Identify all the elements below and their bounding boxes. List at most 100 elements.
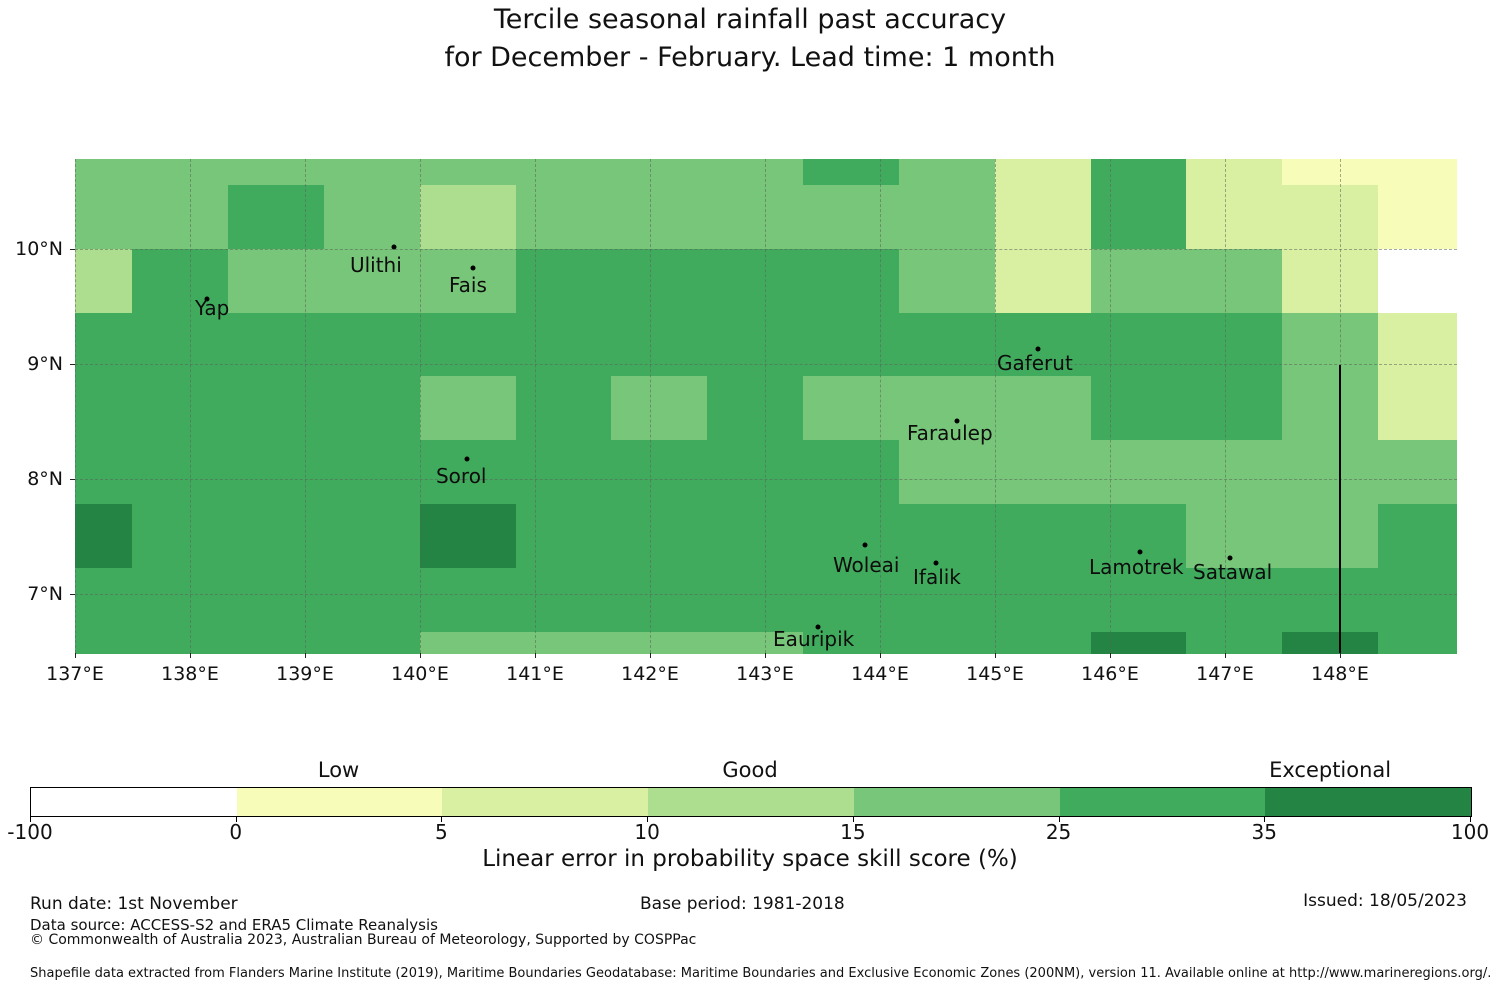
heatmap-cell [419, 248, 517, 314]
x-tick-label: 146°E [1081, 663, 1139, 686]
heatmap-cell [132, 184, 229, 250]
heatmap-cell [1282, 567, 1379, 633]
x-tickmark [765, 653, 766, 659]
island-label-yap: Yap [194, 296, 230, 321]
heatmap-cell [1186, 567, 1283, 633]
heatmap-cell [707, 376, 804, 441]
longitude-gridline [765, 159, 766, 654]
colorbar-tickmark [441, 816, 443, 822]
longitude-gridline [995, 159, 996, 654]
heatmap-cell [228, 440, 325, 505]
island-marker-ifalik [933, 560, 939, 566]
island-marker-eauripik [815, 624, 821, 630]
colorbar-tick-label: 100 [1450, 820, 1490, 844]
heatmap-cell [611, 312, 708, 377]
colorbar-tick-label: 0 [229, 820, 243, 844]
heatmap-cell [898, 567, 996, 633]
heatmap-cell [898, 631, 996, 654]
colorbar-tick-label: 25 [1045, 820, 1072, 844]
heatmap-cell [515, 440, 612, 505]
heatmap-cell [1186, 376, 1283, 441]
heatmap-cell [75, 567, 133, 633]
heatmap-cell [1378, 567, 1458, 633]
heatmap-cell [419, 631, 517, 654]
x-tickmark [650, 653, 651, 659]
colorbar-tickmark [647, 816, 649, 822]
x-tickmark [190, 653, 191, 659]
heatmap-cell [1378, 248, 1458, 314]
colorbar-category-label: Good [722, 758, 778, 782]
colorbar-category-label: Low [317, 758, 360, 782]
heatmap-cell [803, 503, 900, 569]
heatmap-cell [75, 631, 133, 654]
heatmap-cell [1186, 248, 1283, 314]
latitude-gridline [75, 248, 1457, 250]
heatmap-cell [898, 159, 996, 186]
island-marker-ulithi [391, 244, 397, 250]
heatmap-cell [898, 248, 996, 314]
colorbar-segment [1059, 788, 1266, 816]
heatmap-cell [228, 184, 325, 250]
y-tick-label: 8°N [27, 468, 63, 491]
heatmap-cell [75, 312, 133, 377]
heatmap-cell [707, 631, 804, 654]
heatmap-cell [994, 567, 1092, 633]
colorbar-tickmark [1264, 816, 1266, 822]
longitude-gridline [650, 159, 651, 654]
heatmap-cell [1186, 631, 1283, 654]
colorbar-segment [442, 788, 649, 816]
heatmap-cell [994, 159, 1092, 186]
x-tick-label: 138°E [161, 663, 219, 686]
x-tick-label: 144°E [851, 663, 909, 686]
heatmap-cell [323, 184, 421, 250]
heatmap-cell [1090, 184, 1187, 250]
colorbar-segment [1265, 788, 1472, 816]
heatmap-cell [994, 503, 1092, 569]
x-tick-label: 142°E [621, 663, 679, 686]
heatmap-cell [611, 159, 708, 186]
run-date-text: Run date: 1st November [30, 894, 238, 914]
heatmap-cell [803, 184, 900, 250]
chart-title-line1: Tercile seasonal rainfall past accuracy [493, 4, 1007, 35]
heatmap-cell [1282, 376, 1379, 441]
heatmap-cell [323, 312, 421, 377]
base-period-text: Base period: 1981-2018 [640, 894, 845, 914]
heatmap-cell [132, 312, 229, 377]
heatmap-cell [1282, 312, 1379, 377]
colorbar-tickmark [1470, 816, 1471, 822]
x-tick-label: 148°E [1311, 663, 1369, 686]
island-marker-yap [204, 296, 210, 302]
heatmap-cell [611, 376, 708, 441]
heatmap-cell [515, 567, 612, 633]
heatmap-cell [132, 159, 229, 186]
heatmap-cell [132, 503, 229, 569]
heatmap-cell [1090, 159, 1187, 186]
heatmap-cell [803, 312, 900, 377]
island-marker-lamotrek [1137, 549, 1143, 555]
heatmap-cell [75, 503, 133, 569]
heatmap-cell [803, 376, 900, 441]
longitude-gridline [1225, 159, 1226, 654]
heatmap-cell [1282, 631, 1379, 654]
colorbar-tick-label: 35 [1251, 820, 1278, 844]
eez-boundary-line [1339, 365, 1341, 654]
heatmap-cell [994, 184, 1092, 250]
longitude-gridline [1110, 159, 1111, 654]
x-tickmark [420, 653, 421, 659]
heatmap-cell [707, 440, 804, 505]
heatmap-cell [1090, 567, 1187, 633]
heatmap-cell [75, 159, 133, 186]
heatmap-cell [515, 631, 612, 654]
heatmap-cell [707, 184, 804, 250]
island-marker-woleai [862, 542, 868, 548]
heatmap-cell [323, 503, 421, 569]
heatmap-cell [75, 184, 133, 250]
heatmap-cell [803, 159, 900, 186]
heatmap-cell [611, 184, 708, 250]
heatmap-cell [515, 376, 612, 441]
colorbar-segment [853, 788, 1060, 816]
island-label-ulithi: Ulithi [349, 252, 402, 277]
island-label-sorol: Sorol [435, 463, 487, 488]
heatmap-cell [515, 503, 612, 569]
x-tickmark [995, 653, 996, 659]
